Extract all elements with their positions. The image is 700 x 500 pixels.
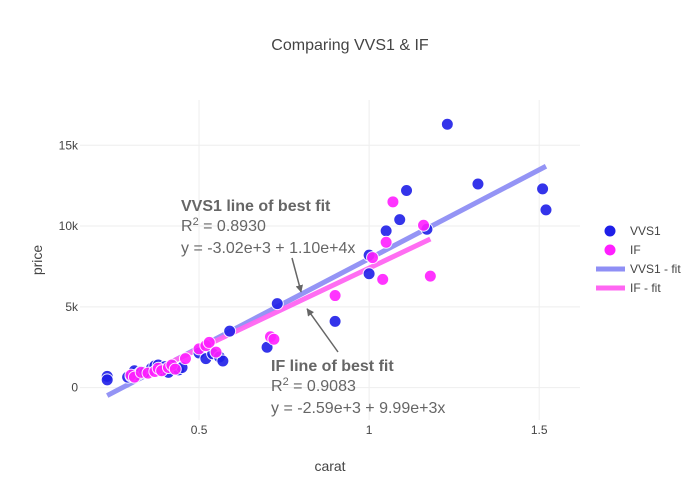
data-point-vvs1 xyxy=(223,324,237,338)
legend-item[interactable]: IF xyxy=(603,243,641,257)
data-point-vvs1 xyxy=(379,224,393,238)
r2-label: R xyxy=(271,378,283,395)
legend-marker xyxy=(603,224,617,238)
markers xyxy=(100,117,553,387)
data-point-if xyxy=(328,289,342,303)
data-point-if xyxy=(267,332,281,346)
x-tick-label: 0.5 xyxy=(191,423,208,437)
annotation-heading: IF line of best fit xyxy=(271,358,394,375)
legend-label: IF xyxy=(630,243,641,257)
y-tick-labels: 0 5k 10k 15k xyxy=(59,138,79,394)
data-point-vvs1 xyxy=(440,117,454,131)
data-point-vvs1 xyxy=(471,177,485,191)
x-axis-title: carat xyxy=(314,458,345,474)
data-point-vvs1 xyxy=(100,373,114,387)
x-tick-labels: 0.5 1 1.5 xyxy=(191,423,548,437)
y-tick-label: 10k xyxy=(59,219,79,233)
annotation-arrow xyxy=(291,257,303,293)
r2-superscript: 2 xyxy=(283,376,289,388)
r2-value: = 0.9083 xyxy=(289,378,356,395)
legend-marker xyxy=(603,243,617,257)
annotation-equation: y = -3.02e+3 + 1.10e+4x xyxy=(181,240,355,257)
legend-label: VVS1 - fit xyxy=(630,262,681,276)
data-point-vvs1 xyxy=(216,354,230,368)
legend-item[interactable]: VVS1 - fit xyxy=(596,262,681,276)
annotation-r2: R2 = 0.9083 xyxy=(271,376,356,395)
r2-value: = 0.8930 xyxy=(199,218,266,235)
data-point-vvs1 xyxy=(536,182,550,196)
data-point-if xyxy=(376,272,390,286)
x-tick-label: 1 xyxy=(366,423,373,437)
legend-label: IF - fit xyxy=(630,281,661,295)
data-point-if xyxy=(168,362,182,376)
r2-superscript: 2 xyxy=(193,216,199,228)
legend-item[interactable]: VVS1 xyxy=(603,224,661,238)
chart-title: Comparing VVS1 & IF xyxy=(271,37,429,54)
y-tick-label: 15k xyxy=(59,138,79,152)
y-tick-label: 0 xyxy=(71,381,78,395)
data-point-if xyxy=(386,195,400,209)
data-point-vvs1 xyxy=(400,184,414,198)
x-tick-label: 1.5 xyxy=(531,423,548,437)
data-point-if xyxy=(202,335,216,349)
data-point-if xyxy=(423,269,437,283)
y-tick-label: 5k xyxy=(65,300,79,314)
data-point-if xyxy=(209,345,223,359)
data-point-vvs1 xyxy=(362,267,376,281)
annotation-heading: VVS1 line of best fit xyxy=(181,198,331,215)
data-point-if xyxy=(417,218,431,232)
legend[interactable]: VVS1 IF VVS1 - fit IF - fit xyxy=(596,224,681,295)
data-point-if xyxy=(379,235,393,249)
y-axis-title: price xyxy=(29,245,45,276)
data-point-vvs1 xyxy=(539,203,553,217)
annotation-r2: R2 = 0.8930 xyxy=(181,216,266,235)
data-point-vvs1 xyxy=(270,297,284,311)
data-point-vvs1 xyxy=(328,314,342,328)
legend-item[interactable]: IF - fit xyxy=(596,281,661,295)
r2-label: R xyxy=(181,218,193,235)
annotation-arrow xyxy=(306,308,339,353)
legend-label: VVS1 xyxy=(630,224,661,238)
data-point-if xyxy=(178,352,192,366)
annotation-equation: y = -2.59e+3 + 9.99e+3x xyxy=(271,400,445,417)
data-point-vvs1 xyxy=(393,213,407,227)
data-point-if xyxy=(366,251,380,265)
